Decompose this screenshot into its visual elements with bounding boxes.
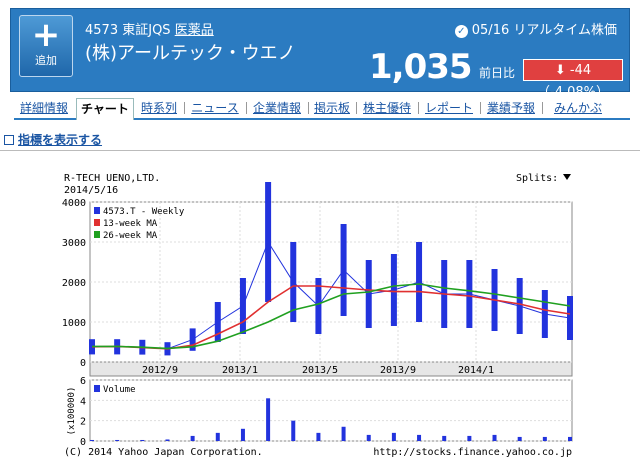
- company-name: (株)アールテック・ウエノ: [85, 43, 296, 64]
- tab-separator: [184, 102, 185, 114]
- volume-unit-label: (x100000): [67, 387, 77, 436]
- legend-swatch: [94, 219, 100, 226]
- price-tick-label: 1000: [62, 318, 86, 329]
- volume-legend-swatch: [94, 385, 100, 392]
- tab-benefits[interactable]: 株主優待: [362, 101, 411, 115]
- tab-report[interactable]: レポート: [424, 101, 473, 115]
- volume-bar: [568, 436, 572, 441]
- volume-bar: [341, 426, 346, 441]
- price-tick-label: 2000: [62, 278, 86, 289]
- price-tick-label: 0: [80, 358, 86, 369]
- tab-chart[interactable]: チャート: [76, 98, 134, 120]
- volume-bar: [391, 432, 396, 441]
- stock-code: 4573: [85, 23, 119, 38]
- time-tick-label: 2013/1: [222, 365, 258, 376]
- tab-board[interactable]: 掲示板: [313, 101, 350, 115]
- time-tick-label: 2014/1: [458, 365, 494, 376]
- volume-bar: [366, 434, 371, 441]
- tab-separator: [542, 102, 543, 114]
- plus-icon: +: [31, 15, 61, 55]
- volume-legend-label: Volume: [103, 385, 136, 395]
- legend-swatch: [94, 207, 100, 214]
- expand-icon: [4, 135, 14, 145]
- tab-bar: 詳細情報 チャート 時系列 ニュース 企業情報 掲示板 株主優待 レポート 業績…: [14, 98, 630, 120]
- time-tick-label: 2013/5: [302, 365, 338, 376]
- legend-label: 26-week MA: [103, 231, 158, 241]
- splits-dropdown-icon: [563, 174, 571, 180]
- source-url: http://stocks.finance.yahoo.co.jp: [373, 447, 572, 458]
- down-arrow-icon: ⬇: [554, 63, 566, 78]
- volume-bar: [517, 436, 522, 441]
- volume-bar: [442, 435, 447, 441]
- tab-forecast[interactable]: 業績予報: [486, 101, 535, 115]
- volume-bar: [240, 428, 245, 441]
- price-tick-label: 4000: [62, 198, 86, 209]
- volume-bar: [140, 439, 145, 441]
- show-indicators-label: 指標を表示する: [18, 133, 103, 147]
- volume-bar: [542, 436, 547, 441]
- market-name: 東証JQS: [122, 23, 171, 38]
- stock-meta: 4573 東証JQS 医薬品: [85, 19, 214, 38]
- price-tick-label: 3000: [62, 238, 86, 249]
- show-indicators-link[interactable]: 指標を表示する: [4, 131, 102, 148]
- current-price: 1,035: [369, 47, 473, 87]
- ma26-line: [92, 283, 571, 350]
- price-change: -44（-4.08%）: [537, 63, 609, 100]
- volume-bar: [266, 398, 271, 441]
- volume-bar: [165, 439, 170, 441]
- tab-timeseries[interactable]: 時系列: [140, 101, 177, 115]
- divider: [0, 150, 640, 151]
- tab-separator: [418, 102, 419, 114]
- realtime-label: リアルタイム株価: [513, 23, 617, 38]
- chart-company-label: R-TECH UENO,LTD.: [64, 173, 160, 184]
- tab-separator: [356, 102, 357, 114]
- tab-company[interactable]: 企業情報: [252, 101, 301, 115]
- tab-separator: [246, 102, 247, 114]
- volume-bar: [215, 432, 220, 441]
- sector-link[interactable]: 医薬品: [174, 23, 214, 38]
- volume-tick-label: 4: [80, 396, 86, 407]
- splits-label: Splits:: [516, 173, 558, 184]
- volume-plot-area: [89, 379, 573, 442]
- add-portfolio-button[interactable]: + 追加: [19, 15, 73, 77]
- realtime-info: ✓ 05/16 リアルタイム株価: [454, 19, 617, 38]
- stock-header: + 追加 4573 東証JQS 医薬品 (株)アールテック・ウエノ ✓ 05/16…: [10, 8, 630, 100]
- volume-bar: [90, 439, 94, 441]
- legend-label: 13-week MA: [103, 219, 158, 229]
- volume-bar: [316, 432, 321, 441]
- volume-bar: [115, 439, 120, 441]
- volume-tick-label: 6: [80, 376, 86, 387]
- add-label: 追加: [35, 54, 57, 67]
- volume-bar: [417, 434, 422, 441]
- time-tick-label: 2013/9: [380, 365, 416, 376]
- volume-bar: [492, 434, 497, 441]
- prev-day-label: 前日比: [479, 66, 516, 80]
- chart-date-label: 2014/5/16: [64, 185, 118, 196]
- tab-minkabu[interactable]: みんかぶ: [553, 101, 602, 115]
- price-date: 05/16: [471, 23, 510, 38]
- volume-tick-label: 2: [80, 417, 86, 428]
- volume-bar: [190, 435, 195, 441]
- price-change-badge: ⬇ -44（-4.08%）: [523, 59, 623, 100]
- tab-news[interactable]: ニュース: [191, 101, 239, 115]
- volume-bar: [291, 420, 296, 441]
- time-tick-label: 2012/9: [142, 365, 178, 376]
- copyright-text: (C) 2014 Yahoo Japan Corporation.: [64, 447, 263, 458]
- tab-separator: [308, 102, 309, 114]
- legend-swatch: [94, 231, 100, 238]
- legend-label: 4573.T - Weekly: [103, 207, 185, 217]
- volume-tick-label: 0: [80, 437, 86, 448]
- check-icon: ✓: [454, 25, 468, 38]
- tab-separator: [480, 102, 481, 114]
- volume-bar: [467, 435, 472, 441]
- tab-details[interactable]: 詳細情報: [19, 101, 68, 115]
